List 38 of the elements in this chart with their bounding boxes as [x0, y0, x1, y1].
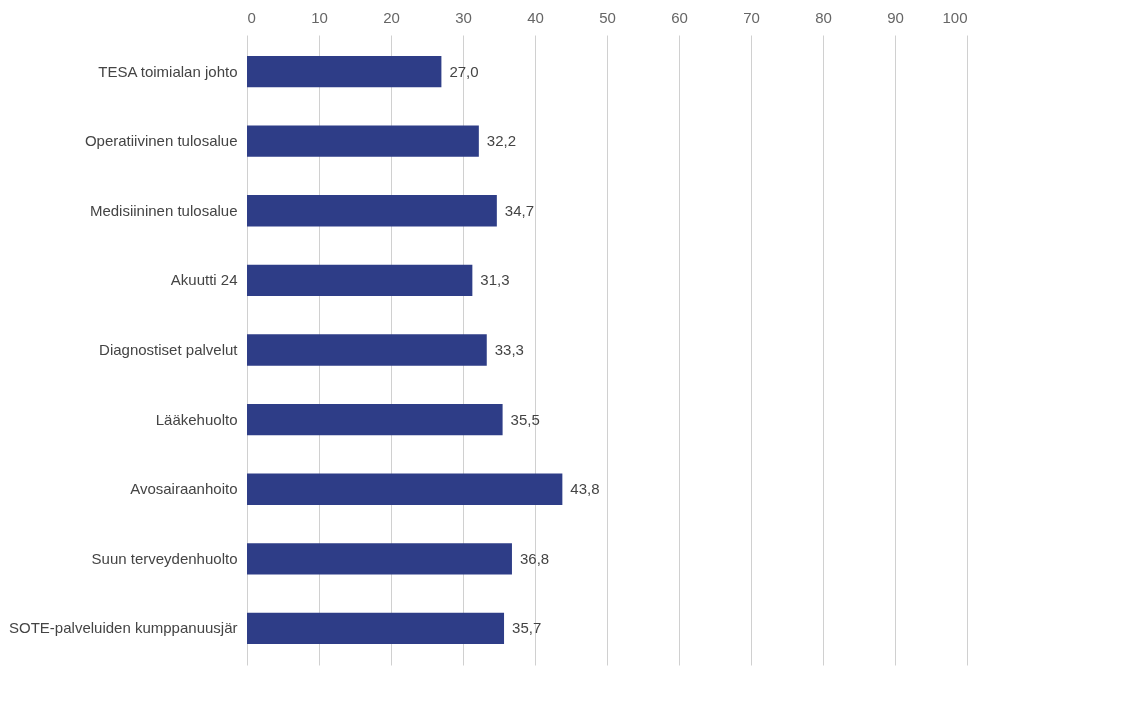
y-tick-label: TESA toimialan johto: [98, 62, 238, 80]
y-tick-label: Lääkehuolto: [155, 410, 238, 428]
x-tick-label: 20: [383, 8, 400, 26]
data-label: 27,0: [449, 62, 479, 80]
x-tick-label: 30: [455, 8, 472, 26]
data-label: 35,7: [512, 619, 542, 637]
bar: [247, 543, 512, 575]
y-tick-label: Operatiivinen tulosalue: [84, 132, 238, 150]
data-label: 43,8: [570, 480, 600, 498]
x-tick-label: 40: [527, 8, 544, 26]
y-tick-label: SOTE-palveluiden kumppanuusjär: [9, 619, 238, 637]
y-tick-label: Medisiininen tulosalue: [89, 201, 238, 219]
bar: [247, 403, 503, 436]
bar: [247, 55, 442, 88]
bar: [247, 195, 497, 227]
bar: [247, 334, 487, 366]
y-tick-label: Akuutti 24: [170, 271, 238, 289]
x-tick-label: 50: [599, 8, 616, 26]
x-tick-label: 60: [671, 8, 688, 26]
bar: [247, 612, 505, 645]
data-label: 31,3: [480, 271, 510, 289]
x-tick-label: 100: [942, 8, 968, 26]
data-label: 34,7: [504, 201, 535, 219]
y-tick-label: Avosairaanhoito: [130, 480, 238, 498]
x-tick-label: 80: [815, 8, 832, 26]
y-tick-label: Suun terveydenhuolto: [91, 549, 238, 567]
x-tick-label: 10: [311, 8, 328, 26]
bar: [247, 473, 563, 505]
data-label: 36,8: [519, 549, 550, 567]
x-tick-label: 70: [743, 8, 760, 26]
bar: [247, 264, 473, 297]
x-tick-label: 0: [247, 8, 256, 26]
bar: [247, 125, 479, 157]
y-tick-label: Diagnostiset palvelut: [99, 341, 239, 358]
data-label: 35,5: [510, 410, 540, 428]
data-label: 32,2: [486, 132, 517, 150]
data-label: 33,3: [494, 341, 524, 358]
x-tick-label: 90: [887, 8, 904, 26]
